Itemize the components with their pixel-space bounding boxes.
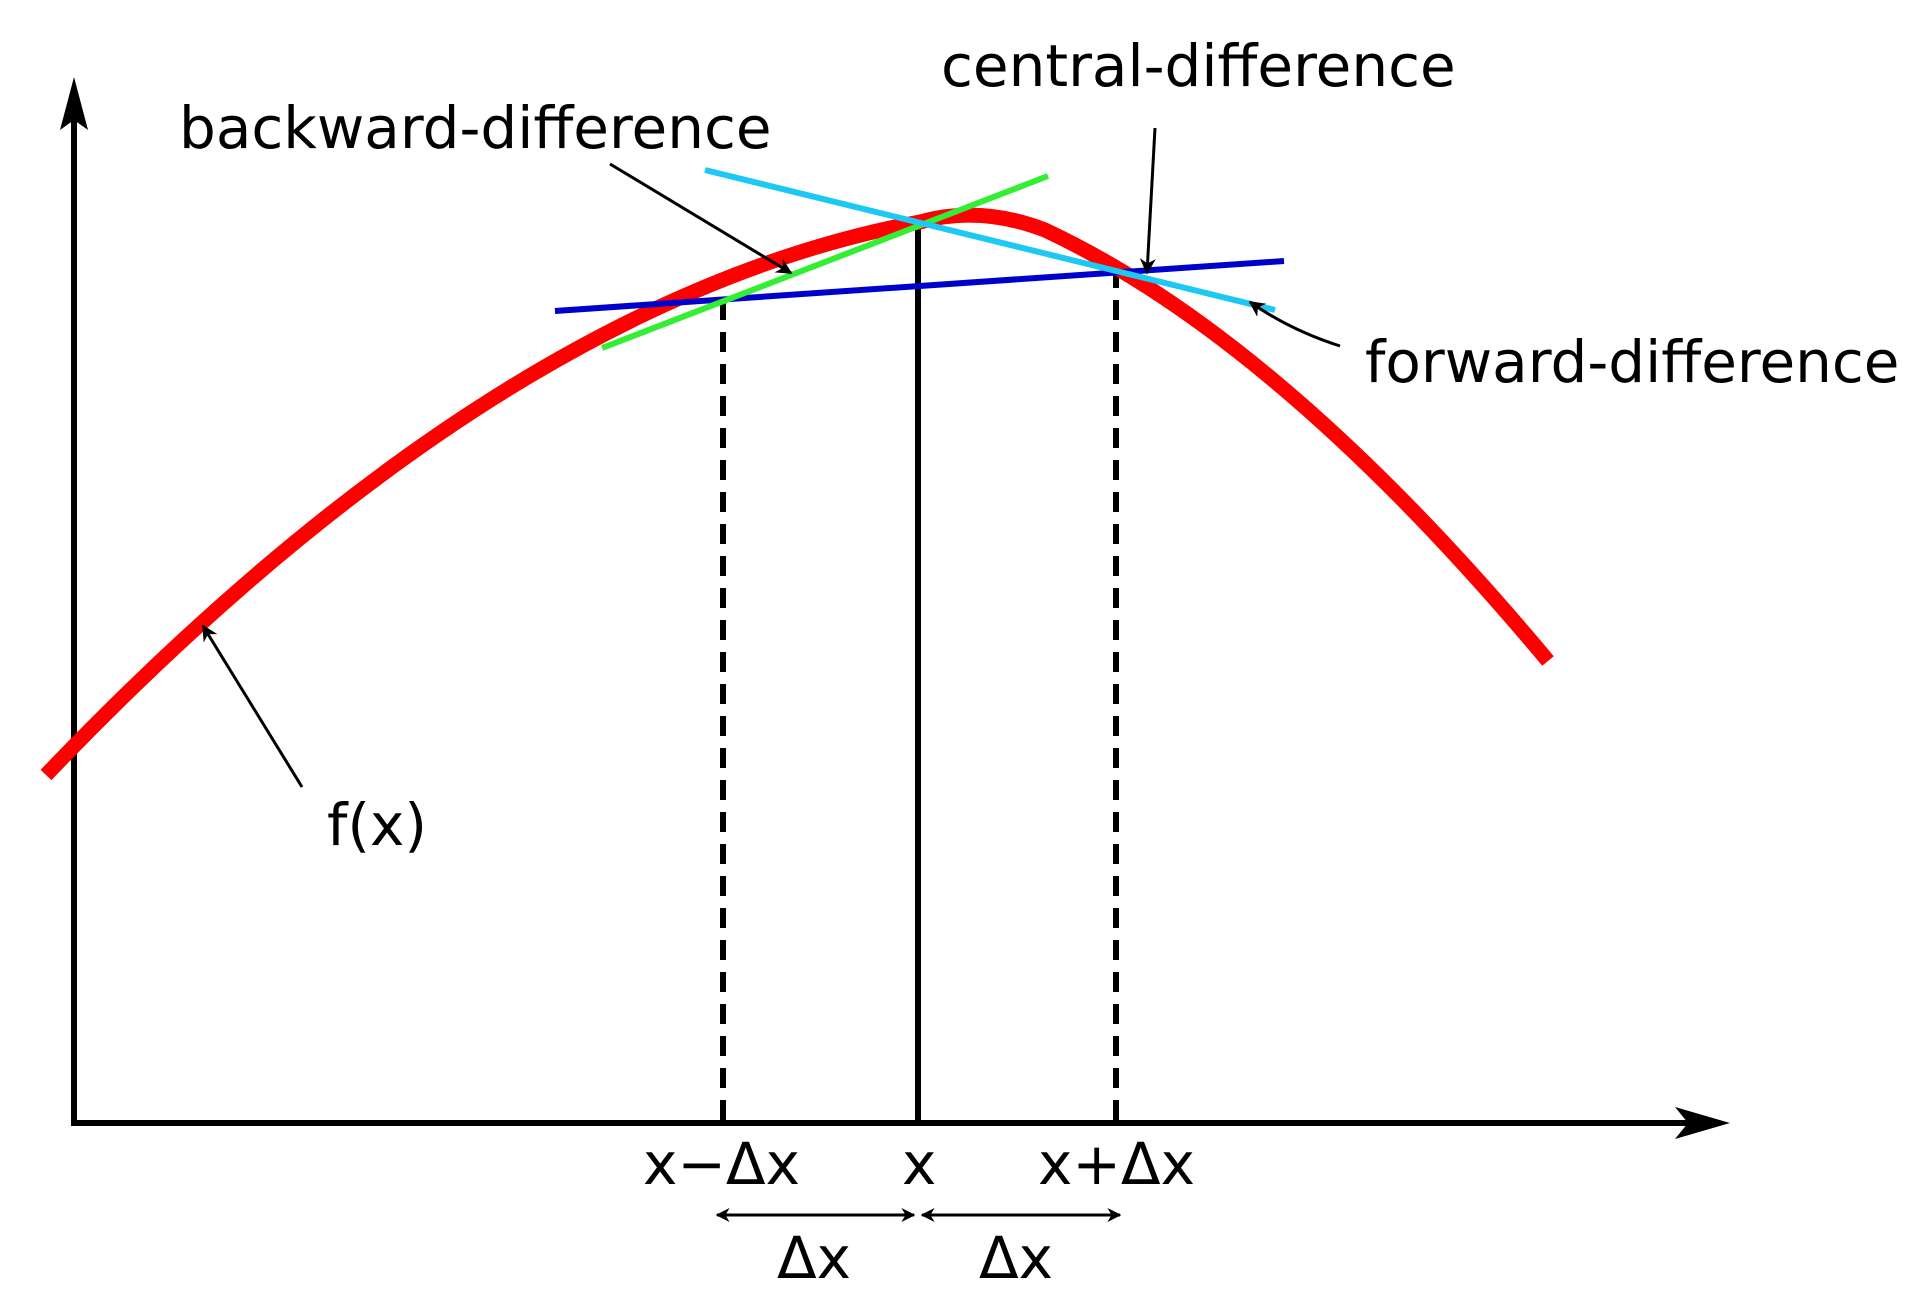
forward-difference-pointer [1248, 300, 1341, 348]
central-difference-label: central-difference [941, 32, 1456, 100]
backward-difference-pointer [609, 162, 793, 275]
central-difference-line [554, 258, 1285, 314]
backward-difference-line [600, 173, 1050, 351]
x-plus-delta-label: x+Δx [1038, 1130, 1195, 1198]
forward-difference-label: forward-difference [1365, 328, 1899, 396]
x-minus-delta-label: x−Δx [643, 1130, 800, 1198]
function-curve [40, 207, 1554, 781]
delta-right-label: Δx [979, 1224, 1053, 1292]
function-pointer [201, 624, 304, 788]
function-label: f(x) [327, 791, 427, 859]
delta-left-label: Δx [777, 1224, 851, 1292]
x-axis-arrowhead [1675, 1107, 1730, 1139]
x-label: x [902, 1130, 936, 1198]
forward-difference-line [704, 167, 1276, 313]
central-difference-pointer [1139, 127, 1157, 275]
y-axis-arrowhead [60, 77, 88, 130]
backward-difference-label: backward-difference [179, 94, 772, 162]
